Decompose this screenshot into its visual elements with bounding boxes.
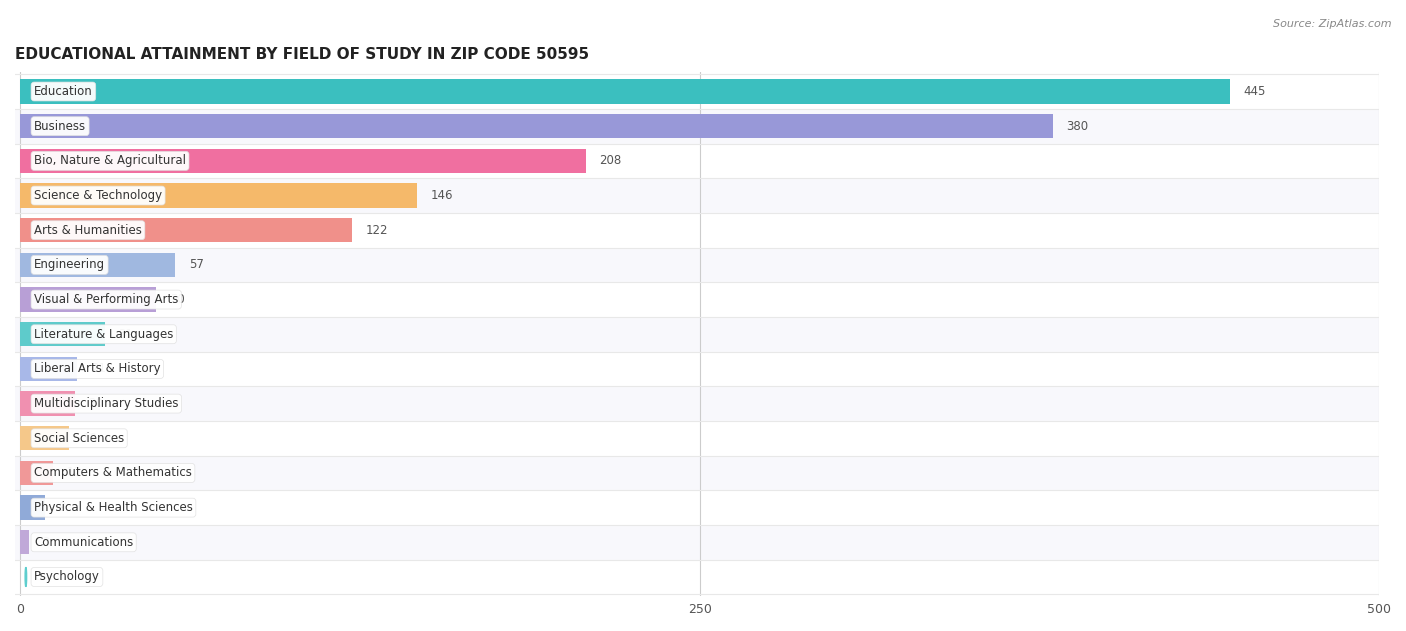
Circle shape <box>25 82 27 101</box>
FancyBboxPatch shape <box>0 247 1406 282</box>
FancyBboxPatch shape <box>0 178 1406 213</box>
Text: Multidisciplinary Studies: Multidisciplinary Studies <box>34 397 179 410</box>
Text: Social Sciences: Social Sciences <box>34 432 124 445</box>
Text: 18: 18 <box>83 432 98 445</box>
Text: 3: 3 <box>42 536 49 549</box>
Text: 31: 31 <box>118 327 134 341</box>
Text: Visual & Performing Arts: Visual & Performing Arts <box>34 293 179 306</box>
Circle shape <box>25 359 27 379</box>
Text: Computers & Mathematics: Computers & Mathematics <box>34 466 191 480</box>
FancyBboxPatch shape <box>0 490 1406 525</box>
Text: 445: 445 <box>1243 85 1265 98</box>
FancyBboxPatch shape <box>0 282 1406 317</box>
Bar <box>21 495 45 520</box>
Circle shape <box>25 533 27 552</box>
FancyBboxPatch shape <box>0 421 1406 456</box>
FancyBboxPatch shape <box>0 456 1406 490</box>
FancyBboxPatch shape <box>0 351 1406 386</box>
Bar <box>21 80 1230 103</box>
Text: Business: Business <box>34 120 86 133</box>
Text: Science & Technology: Science & Technology <box>34 189 162 202</box>
Text: 122: 122 <box>366 224 388 237</box>
Text: Education: Education <box>34 85 93 98</box>
Bar <box>21 253 176 277</box>
Text: Psychology: Psychology <box>34 570 100 584</box>
Circle shape <box>25 290 27 309</box>
FancyBboxPatch shape <box>0 213 1406 247</box>
Text: 380: 380 <box>1067 120 1088 133</box>
Bar <box>21 184 418 208</box>
Circle shape <box>25 498 27 517</box>
Text: Arts & Humanities: Arts & Humanities <box>34 224 142 237</box>
FancyBboxPatch shape <box>0 525 1406 560</box>
Circle shape <box>25 186 27 205</box>
Text: 57: 57 <box>188 258 204 271</box>
Text: Engineering: Engineering <box>34 258 105 271</box>
Text: Liberal Arts & History: Liberal Arts & History <box>34 362 160 375</box>
Bar <box>21 357 77 381</box>
Circle shape <box>25 428 27 448</box>
Bar <box>21 391 75 416</box>
Text: Literature & Languages: Literature & Languages <box>34 327 173 341</box>
FancyBboxPatch shape <box>0 317 1406 351</box>
Bar <box>21 461 53 485</box>
Text: 146: 146 <box>430 189 453 202</box>
Text: Source: ZipAtlas.com: Source: ZipAtlas.com <box>1274 19 1392 29</box>
Bar <box>21 114 1053 138</box>
Text: 208: 208 <box>599 155 621 167</box>
Text: 50: 50 <box>170 293 184 306</box>
Circle shape <box>25 220 27 240</box>
Text: 12: 12 <box>66 466 82 480</box>
FancyBboxPatch shape <box>0 109 1406 143</box>
Text: 20: 20 <box>89 397 103 410</box>
Bar <box>21 288 156 312</box>
Circle shape <box>25 324 27 344</box>
Bar <box>21 149 585 173</box>
Circle shape <box>25 394 27 413</box>
FancyBboxPatch shape <box>0 74 1406 109</box>
FancyBboxPatch shape <box>0 143 1406 178</box>
Text: Bio, Nature & Agricultural: Bio, Nature & Agricultural <box>34 155 186 167</box>
Circle shape <box>25 255 27 274</box>
Bar <box>21 218 351 242</box>
Circle shape <box>25 117 27 136</box>
Circle shape <box>25 463 27 483</box>
FancyBboxPatch shape <box>0 386 1406 421</box>
Text: EDUCATIONAL ATTAINMENT BY FIELD OF STUDY IN ZIP CODE 50595: EDUCATIONAL ATTAINMENT BY FIELD OF STUDY… <box>15 47 589 62</box>
Text: Physical & Health Sciences: Physical & Health Sciences <box>34 501 193 514</box>
Text: Communications: Communications <box>34 536 134 549</box>
Circle shape <box>25 151 27 170</box>
Circle shape <box>25 567 27 587</box>
Text: 9: 9 <box>59 501 66 514</box>
FancyBboxPatch shape <box>0 560 1406 594</box>
Bar <box>21 322 104 346</box>
Text: 21: 21 <box>91 362 105 375</box>
Text: 0: 0 <box>34 570 41 584</box>
Bar <box>21 426 69 451</box>
Bar <box>21 530 28 555</box>
